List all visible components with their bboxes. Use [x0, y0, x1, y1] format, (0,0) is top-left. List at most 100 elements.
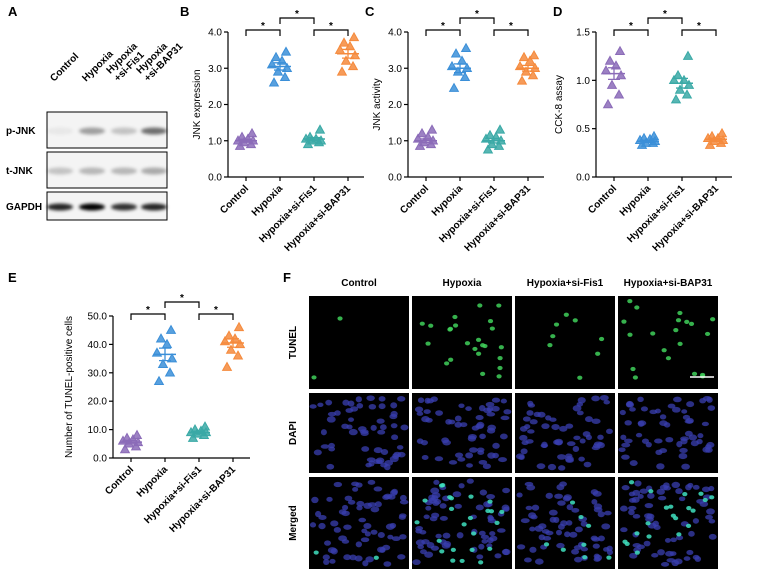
nucleus	[374, 501, 382, 508]
nucleus	[665, 550, 674, 557]
nucleus	[399, 494, 407, 502]
nucleus-positive	[373, 555, 379, 560]
nucleus	[466, 463, 473, 468]
nucleus	[557, 500, 566, 506]
nucleus	[591, 537, 601, 542]
nucleus	[424, 551, 434, 558]
significance-bracket	[647, 17, 683, 24]
nucleus	[519, 434, 528, 441]
nucleus	[643, 540, 651, 547]
nucleus	[487, 514, 494, 521]
nucleus-positive	[477, 303, 483, 308]
nucleus	[367, 479, 376, 485]
nucleus	[637, 420, 647, 427]
panel-letter: A	[8, 4, 18, 19]
nucleus-positive	[414, 520, 420, 525]
significance-label: *	[441, 21, 445, 32]
nucleus	[618, 447, 626, 453]
nucleus	[654, 438, 663, 444]
nucleus-positive	[702, 497, 708, 503]
nucleus-positive	[624, 541, 630, 547]
data-point	[338, 37, 350, 47]
nucleus	[366, 395, 375, 401]
nucleus-positive	[648, 489, 654, 494]
nucleus-positive	[337, 316, 343, 321]
nucleus-positive	[452, 314, 458, 320]
nucleus	[708, 518, 716, 524]
nucleus	[537, 411, 546, 418]
nucleus	[309, 404, 317, 409]
nucleus	[457, 457, 466, 462]
nucleus	[601, 523, 611, 530]
data-point	[270, 51, 282, 62]
nucleus	[315, 510, 322, 518]
nucleus	[553, 439, 560, 445]
blot-band	[47, 203, 73, 211]
nucleus	[604, 510, 612, 516]
nucleus-positive	[553, 322, 560, 327]
nucleus	[573, 435, 581, 441]
nucleus-positive	[650, 331, 656, 336]
nucleus	[392, 453, 400, 460]
nucleus-positive	[497, 356, 503, 361]
error-bar	[642, 139, 654, 143]
y-tick-label: 3.0	[208, 64, 222, 75]
nucleus	[554, 493, 563, 499]
data-point	[528, 49, 540, 60]
data-point	[246, 127, 258, 138]
nucleus	[503, 409, 512, 415]
nucleus-positive	[482, 343, 488, 349]
y-tick-label: 30.0	[88, 368, 108, 379]
error-bar	[342, 48, 354, 59]
data-point	[516, 75, 528, 85]
nucleus	[383, 561, 392, 567]
nucleus	[565, 455, 574, 463]
nucleus	[565, 423, 574, 429]
nucleus	[475, 415, 484, 421]
nucleus	[593, 503, 603, 510]
nucleus-positive	[496, 374, 502, 379]
data-point	[614, 45, 626, 56]
nucleus-positive	[313, 550, 319, 555]
nucleus	[373, 447, 383, 454]
nucleus-positive	[670, 513, 676, 518]
nucleus	[572, 445, 580, 453]
nucleus	[673, 396, 682, 403]
data-point	[672, 69, 684, 80]
nucleus	[670, 537, 677, 543]
x-tick-label: Control	[103, 464, 136, 497]
nucleus-positive	[450, 547, 456, 552]
nucleus	[591, 499, 598, 505]
nucleus	[482, 463, 491, 470]
data-point	[681, 89, 693, 99]
nucleus-positive	[569, 500, 576, 505]
nucleus	[534, 525, 544, 532]
significance-label: *	[475, 9, 479, 20]
blot-row-label: t-JNK	[6, 166, 33, 177]
nucleus	[620, 527, 628, 533]
significance-label: *	[295, 9, 299, 20]
nucleus	[309, 522, 317, 528]
nucleus	[354, 555, 363, 562]
nucleus	[486, 493, 496, 500]
nucleus	[387, 534, 394, 540]
nucleus	[548, 509, 558, 516]
data-point	[223, 330, 235, 340]
nucleus	[620, 505, 628, 512]
nucleus	[333, 527, 341, 533]
nucleus	[681, 409, 688, 414]
nucleus	[566, 520, 573, 526]
image-column-label: Hypoxia	[443, 278, 482, 289]
nucleus	[479, 433, 486, 440]
nucleus	[644, 502, 654, 509]
nucleus	[378, 396, 386, 402]
nucleus	[576, 401, 584, 407]
nucleus-positive	[450, 558, 456, 563]
nucleus	[491, 405, 500, 412]
nucleus	[629, 552, 638, 559]
nucleus	[486, 427, 496, 434]
y-tick-label: 1.5	[576, 28, 590, 39]
nucleus	[320, 429, 327, 436]
nucleus	[628, 505, 637, 511]
